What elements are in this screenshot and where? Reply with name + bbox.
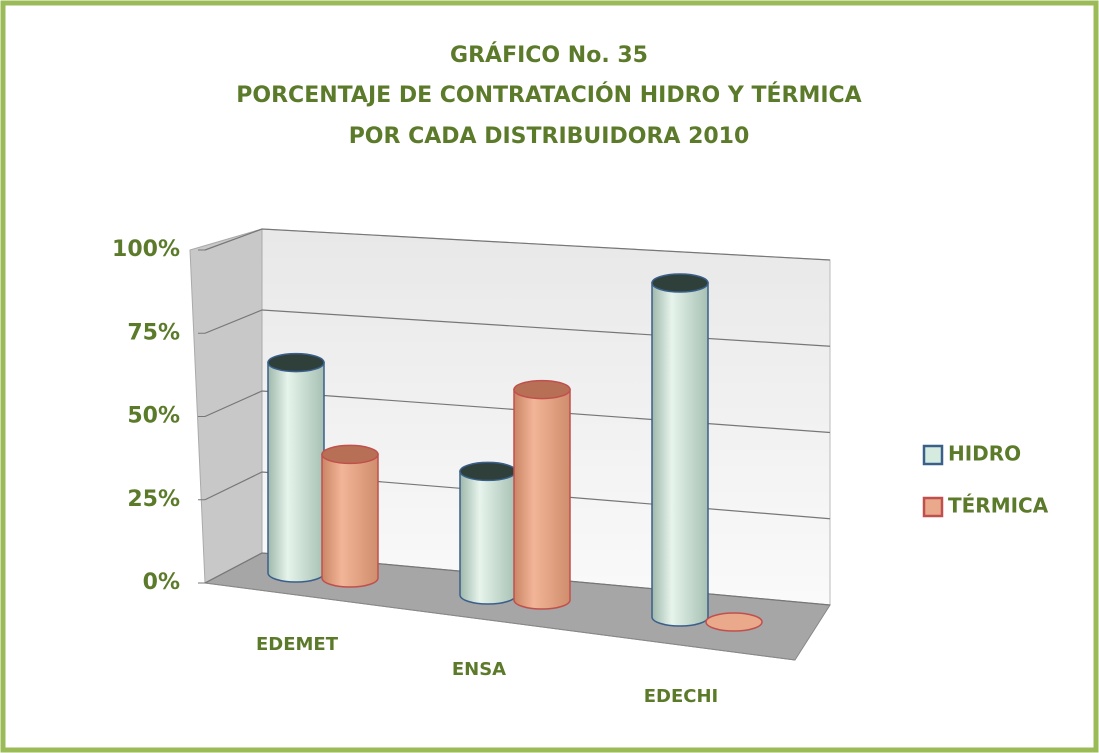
cylinder	[321, 444, 379, 588]
cylinder	[513, 379, 571, 610]
chart-title: PORCENTAJE DE CONTRATACIÓN HIDRO Y TÉRMI…	[236, 82, 861, 108]
x-tick-label: EDECHI	[644, 686, 719, 707]
cylinder	[651, 273, 709, 627]
chart-title: POR CADA DISTRIBUIDORA 2010	[349, 124, 750, 149]
side-wall	[189, 228, 263, 584]
y-tick-label: 25%	[127, 487, 180, 512]
cylinder-part	[513, 379, 571, 400]
y-tick-label: 0%	[143, 570, 180, 595]
y-tick-label: 75%	[127, 320, 180, 345]
grid-line	[204, 471, 831, 520]
y-tick-label: 50%	[127, 404, 180, 429]
legend-swatch	[922, 496, 944, 518]
x-axis	[204, 582, 796, 661]
x-tick-label: ENSA	[452, 659, 506, 680]
legend-swatch	[922, 444, 944, 466]
cylinder-part	[651, 273, 709, 293]
cylinder-part	[321, 453, 379, 588]
cylinder-part	[651, 282, 709, 627]
cylinder	[459, 461, 517, 605]
grid-line	[204, 552, 831, 606]
cylinder	[267, 352, 325, 583]
y-tick-label: 100%	[112, 237, 180, 262]
grid-line	[204, 309, 831, 347]
cylinder-part	[513, 388, 571, 610]
cylinder-part	[705, 612, 763, 632]
x-tick-label: EDEMET	[256, 634, 339, 655]
cylinder-part	[321, 444, 379, 465]
grid-line	[204, 390, 831, 434]
cylinder-part	[459, 461, 517, 482]
cylinder-part	[267, 361, 325, 583]
legend-label: TÉRMICA	[948, 494, 1049, 518]
grid-line	[204, 228, 831, 261]
legend-label: HIDRO	[948, 442, 1021, 466]
cylinder-part	[267, 352, 325, 373]
cylinder	[705, 612, 763, 632]
cylinder-part	[459, 470, 517, 605]
chart-title: GRÁFICO No. 35	[450, 42, 648, 68]
